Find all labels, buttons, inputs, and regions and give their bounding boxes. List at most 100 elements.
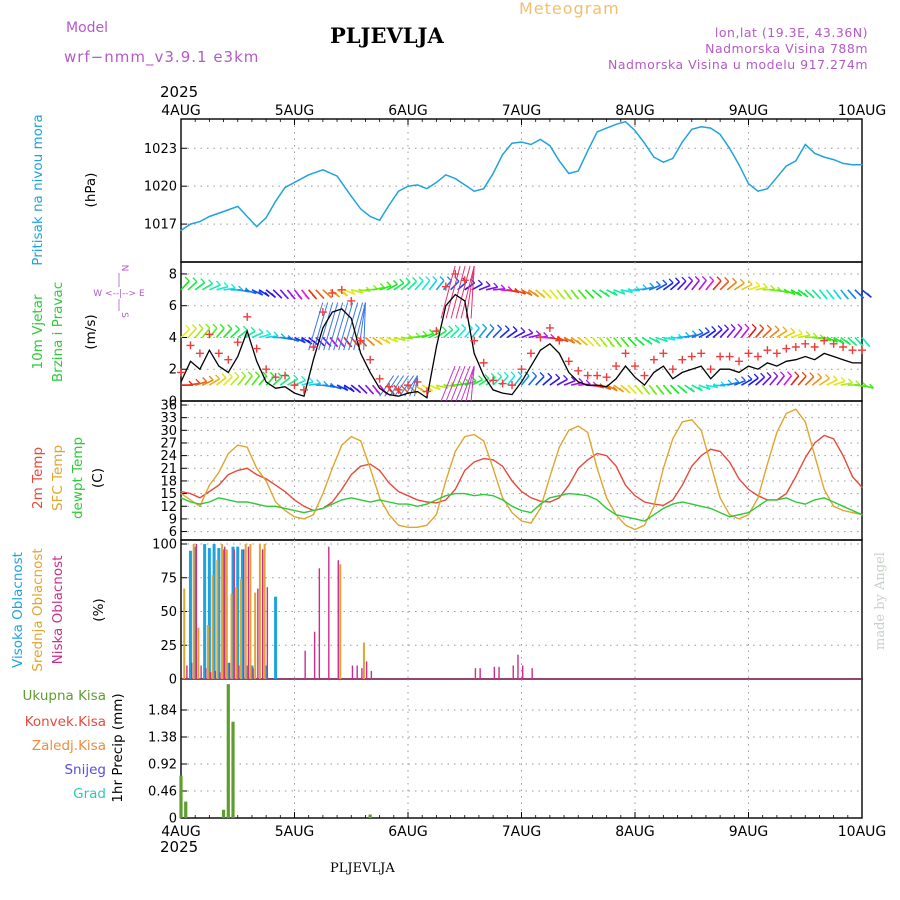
temp-point <box>218 497 220 499</box>
wind-barb <box>216 285 229 291</box>
wind-barb-tick <box>609 342 615 348</box>
temp-point <box>814 455 816 457</box>
wind-barb-tick <box>682 388 688 394</box>
wind-barb-tick <box>369 341 375 346</box>
wind-barb-tick <box>547 372 553 378</box>
cloud-bar <box>247 546 250 679</box>
temp-point <box>710 507 712 509</box>
wind-barb-tick <box>803 292 809 298</box>
wind-hatch-2 <box>465 265 475 319</box>
temp-point <box>521 520 522 522</box>
wind-barb-tick <box>555 373 561 379</box>
pressure-point <box>360 208 362 210</box>
pressure-point <box>539 138 542 141</box>
wind-barb-tick <box>223 282 229 288</box>
wind-gust-marker <box>214 349 223 358</box>
pressure-point <box>407 185 409 187</box>
wind-barb-tick <box>553 294 559 300</box>
wind-barb-tick <box>546 293 552 299</box>
wind-barb-tick <box>762 283 768 289</box>
temp-point <box>672 503 674 505</box>
xtick-label-top: 6AUG <box>388 103 428 119</box>
pressure-point <box>473 190 475 192</box>
temp-point <box>757 497 759 499</box>
temp-point <box>558 497 560 499</box>
temp-point <box>275 505 277 507</box>
wind-barb-tick <box>247 371 253 377</box>
wind-barb <box>222 328 233 339</box>
ylabel-wind-1: 10m Vjetar <box>30 294 46 369</box>
wind-barb-tick <box>425 276 431 282</box>
wind-barb-tick <box>240 371 246 377</box>
cloud-bar <box>531 668 533 679</box>
wind-gust-marker <box>337 285 346 294</box>
temp-point <box>814 442 816 444</box>
wind-barb <box>286 378 299 386</box>
temp-point <box>407 495 409 497</box>
temp-point <box>256 467 258 469</box>
cloud-bar <box>264 665 268 679</box>
wind-barb <box>435 279 445 291</box>
wind-barb-tick <box>589 341 595 347</box>
wind-barb <box>215 327 225 338</box>
temp-point <box>473 434 475 436</box>
wind-gust-marker <box>375 374 384 383</box>
wind-barb <box>266 335 279 339</box>
ytick-label-pressure: 1020 <box>144 180 177 195</box>
pressure-line <box>180 120 862 232</box>
cloud-bar <box>328 546 330 679</box>
pressure-point <box>624 121 627 123</box>
wind-barb <box>372 286 385 291</box>
wind-barb-tick <box>323 380 329 386</box>
wind-barb <box>279 377 291 386</box>
cloud-bar <box>195 544 198 679</box>
wind-barb-tick <box>202 377 208 383</box>
wind-barb-tick <box>832 375 838 381</box>
pressure-point <box>435 181 437 183</box>
temp-point <box>341 488 343 490</box>
wind-barb-tick <box>631 389 637 395</box>
pressure-point <box>501 153 504 156</box>
wind-barb-tick <box>386 281 392 287</box>
wind-barb <box>237 329 248 339</box>
temp-point <box>700 429 702 431</box>
pressure-point <box>710 127 712 129</box>
temp-point <box>350 436 352 438</box>
temp-point <box>634 495 636 497</box>
wind-barb-tick <box>340 342 345 348</box>
temp-point <box>492 467 494 469</box>
footer-title: PLJEVLJA <box>330 861 395 876</box>
wind-barb-tick <box>231 283 236 289</box>
ytick-label-precip: 0 <box>169 812 177 827</box>
wind-barb-tick <box>497 324 502 330</box>
wind-barb-tick <box>219 323 225 329</box>
wind-barb <box>798 334 811 339</box>
pressure-point <box>388 204 390 206</box>
temp-point <box>303 505 305 507</box>
wind-barb-tick <box>730 323 736 329</box>
wind-barb <box>272 376 283 386</box>
wind-barbs <box>180 265 875 402</box>
temp-point <box>445 499 447 501</box>
wind-gust-marker <box>716 352 725 361</box>
temp-point <box>700 505 702 507</box>
precip-legend-2: Zaledj.Kisa <box>32 738 106 754</box>
temp-point <box>643 501 645 503</box>
wind-barb-tick <box>385 338 391 344</box>
temp-point <box>246 446 248 448</box>
wind-barb-tick <box>464 378 470 384</box>
pressure-point <box>766 188 769 190</box>
wind-barb-tick <box>543 332 549 337</box>
cloud-bar <box>517 654 519 679</box>
wind-gust-marker <box>205 330 214 339</box>
wind-barb-tick <box>497 372 503 378</box>
wind-barb-tick <box>701 275 707 281</box>
temp-point <box>379 499 381 501</box>
pressure-point <box>520 141 523 143</box>
wind-barb <box>506 329 518 339</box>
temp-point <box>312 514 314 516</box>
wind-gust-marker <box>517 365 526 374</box>
wind-gust-marker <box>583 371 592 380</box>
wind-barb <box>833 380 846 386</box>
